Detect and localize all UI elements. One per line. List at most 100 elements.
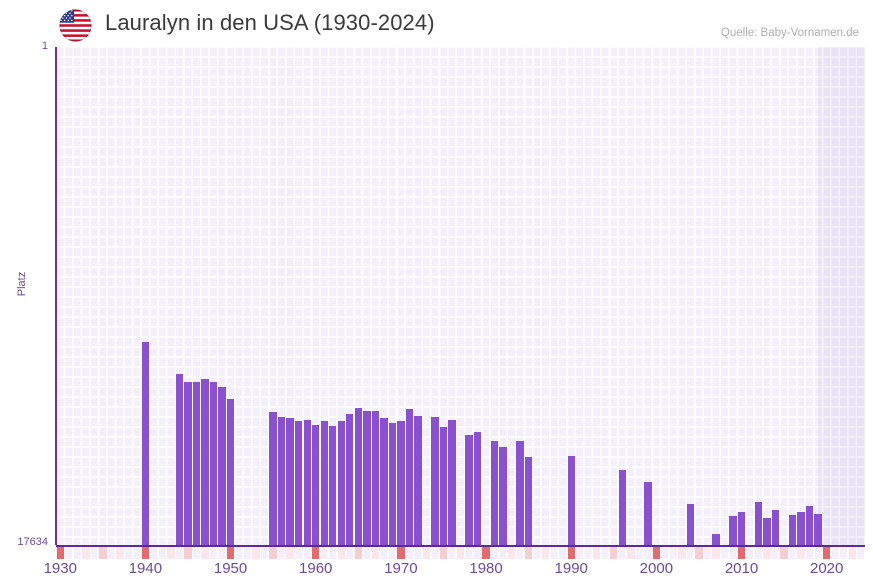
bar-1959[interactable] — [303, 420, 311, 545]
x-axis-marker-band — [56, 547, 865, 559]
y-axis-line — [55, 47, 57, 545]
bar-1947[interactable] — [201, 379, 209, 545]
bar-1945[interactable] — [184, 382, 192, 545]
x-marker-1963 — [337, 547, 345, 559]
chart-header: Lauralyn in den USA (1930-2024) Quelle: … — [0, 0, 873, 47]
bar-1976[interactable] — [448, 420, 456, 545]
bar-1970[interactable] — [397, 421, 405, 545]
bar-1996[interactable] — [618, 470, 626, 545]
future-shaded-band — [818, 47, 865, 545]
bar-1990[interactable] — [567, 456, 575, 545]
x-marker-2000 — [652, 547, 661, 559]
x-marker-2020 — [822, 547, 831, 559]
plot-area — [56, 47, 865, 545]
bar-2009[interactable] — [729, 516, 737, 545]
bar-1979[interactable] — [473, 432, 482, 545]
x-marker-1985 — [524, 547, 533, 559]
x-marker-1995 — [610, 547, 618, 559]
bar-1972[interactable] — [414, 416, 422, 545]
x-marker-1937 — [116, 547, 124, 559]
x-marker-1940 — [141, 547, 150, 559]
bar-1962[interactable] — [329, 426, 337, 545]
x-marker-2023 — [848, 547, 856, 559]
x-marker-2005 — [695, 547, 703, 559]
x-marker-1975 — [439, 547, 448, 559]
x-marker-1950 — [226, 547, 235, 559]
bar-1985[interactable] — [524, 457, 533, 545]
y-axis-tick-bottom: 17634 — [17, 536, 48, 548]
x-marker-1943 — [167, 547, 175, 559]
bar-2017[interactable] — [797, 512, 805, 545]
bar-1957[interactable] — [286, 418, 294, 545]
x-marker-1983 — [507, 547, 516, 559]
bar-2013[interactable] — [763, 518, 771, 545]
x-marker-2010 — [737, 547, 746, 559]
x-marker-1960 — [312, 547, 320, 559]
page-title: Lauralyn in den USA (1930-2024) — [105, 10, 435, 35]
bar-2010[interactable] — [737, 512, 746, 545]
bar-1981[interactable] — [490, 441, 499, 545]
x-axis-tick-2010: 2010 — [724, 560, 759, 577]
x-axis-labels: 1930 1940 1950 1960 1970 1980 1990 2000 2010 2020 — [0, 560, 873, 587]
bar-2012[interactable] — [754, 502, 763, 545]
bar-2018[interactable] — [805, 506, 814, 545]
bar-1949[interactable] — [218, 387, 226, 545]
x-marker-1930 — [56, 547, 64, 559]
bar-1944[interactable] — [175, 374, 184, 545]
x-axis-tick-1990: 1990 — [554, 560, 588, 577]
bar-1982[interactable] — [499, 447, 507, 545]
x-axis-tick-1970: 1970 — [384, 560, 418, 577]
x-marker-1945 — [184, 547, 192, 559]
bar-1956[interactable] — [277, 417, 286, 545]
bar-1960[interactable] — [312, 425, 320, 545]
bar-1969[interactable] — [388, 423, 397, 545]
bar-2007[interactable] — [712, 534, 720, 545]
source-label: Quelle: Baby-Vornamen.de — [720, 27, 859, 39]
x-axis-tick-1930: 1930 — [43, 560, 77, 577]
x-marker-1990 — [567, 547, 575, 559]
bar-1950[interactable] — [226, 399, 235, 545]
x-axis-tick-2000: 2000 — [639, 560, 674, 577]
bar-2014[interactable] — [771, 510, 780, 545]
x-marker-1935 — [99, 547, 107, 559]
x-axis-tick-1960: 1960 — [299, 560, 333, 577]
x-marker-1947 — [201, 547, 209, 559]
bar-2019[interactable] — [814, 514, 822, 545]
x-marker-1955 — [269, 547, 277, 559]
bar-1940[interactable] — [141, 342, 150, 545]
x-marker-1993 — [593, 547, 601, 559]
x-marker-2017 — [797, 547, 805, 559]
bar-1971[interactable] — [405, 409, 414, 545]
x-marker-2013 — [763, 547, 771, 559]
bar-1967[interactable] — [371, 411, 380, 545]
bar-1974[interactable] — [431, 417, 439, 545]
x-marker-1967 — [371, 547, 380, 559]
bar-1961[interactable] — [320, 421, 328, 545]
x-marker-1970 — [397, 547, 405, 559]
bar-1964[interactable] — [346, 414, 354, 545]
bar-1963[interactable] — [337, 421, 345, 545]
bar-1965[interactable] — [354, 408, 362, 545]
x-marker-1965 — [354, 547, 362, 559]
x-marker-1987 — [541, 547, 550, 559]
bar-1946[interactable] — [192, 382, 201, 545]
bar-1975[interactable] — [439, 427, 448, 545]
bar-1958[interactable] — [295, 421, 303, 545]
x-marker-1957 — [286, 547, 294, 559]
y-axis-title: Platz — [16, 271, 28, 297]
bar-1984[interactable] — [516, 441, 524, 545]
bar-1948[interactable] — [209, 382, 218, 545]
bar-2016[interactable] — [788, 515, 797, 545]
x-marker-1953 — [252, 547, 260, 559]
x-marker-2015 — [780, 547, 788, 559]
x-marker-2007 — [712, 547, 720, 559]
bar-1966[interactable] — [363, 411, 371, 545]
bar-1968[interactable] — [380, 418, 388, 545]
bar-1955[interactable] — [269, 412, 277, 545]
x-marker-1977 — [456, 547, 465, 559]
bar-1999[interactable] — [644, 482, 652, 545]
bar-2004[interactable] — [686, 504, 695, 545]
bar-1978[interactable] — [465, 435, 473, 545]
x-axis-line — [56, 545, 865, 547]
